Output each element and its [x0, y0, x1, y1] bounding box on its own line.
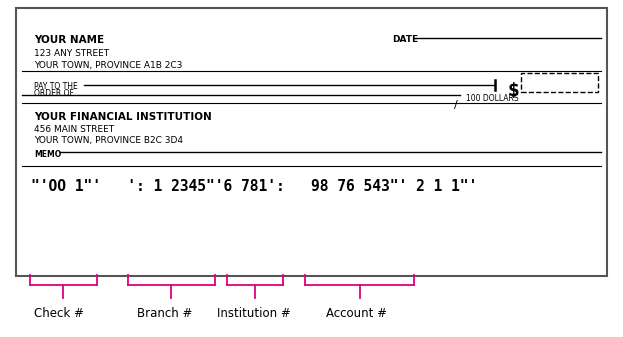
Text: 456 MAIN STREET: 456 MAIN STREET: [34, 125, 115, 134]
Text: PAY TO THE: PAY TO THE: [34, 82, 78, 91]
Text: 123 ANY STREET: 123 ANY STREET: [34, 49, 110, 58]
FancyBboxPatch shape: [521, 73, 598, 92]
Text: YOUR TOWN, PROVINCE A1B 2C3: YOUR TOWN, PROVINCE A1B 2C3: [34, 61, 183, 70]
Text: $: $: [508, 82, 520, 100]
Text: Check #: Check #: [34, 307, 84, 320]
Text: Branch #: Branch #: [138, 307, 193, 320]
Text: YOUR NAME: YOUR NAME: [34, 35, 105, 45]
Text: MEMO: MEMO: [34, 150, 62, 159]
Text: YOUR TOWN, PROVINCE B2C 3D4: YOUR TOWN, PROVINCE B2C 3D4: [34, 136, 183, 146]
Text: Institution #: Institution #: [217, 307, 291, 320]
Text: "'OO 1"'   ': 1 2345"'6 781':   98 76 543"' 2 1 1"': "'OO 1"' ': 1 2345"'6 781': 98 76 543"' …: [31, 179, 477, 194]
Text: YOUR FINANCIAL INSTITUTION: YOUR FINANCIAL INSTITUTION: [34, 112, 212, 122]
Text: ORDER OF: ORDER OF: [34, 89, 74, 98]
FancyBboxPatch shape: [16, 8, 607, 276]
Text: DATE: DATE: [392, 35, 419, 44]
Text: Account #: Account #: [326, 307, 387, 320]
Text: 100 DOLLARS: 100 DOLLARS: [466, 94, 518, 103]
Text: /: /: [454, 100, 457, 110]
